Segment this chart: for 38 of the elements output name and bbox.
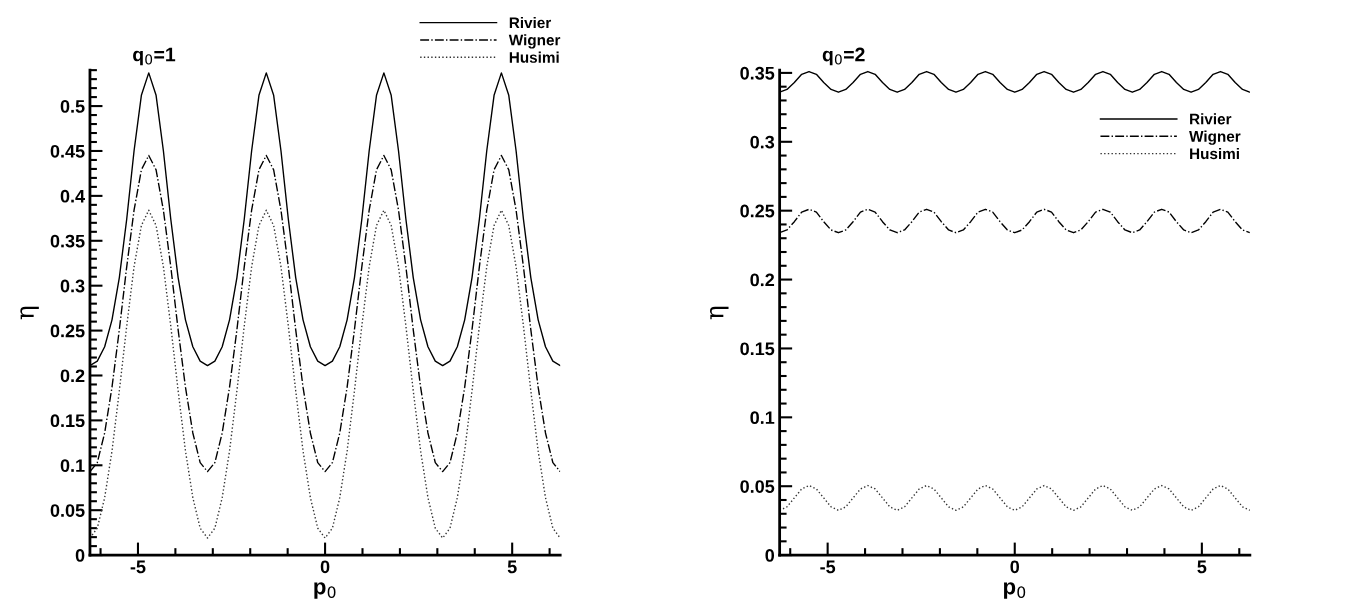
y-tick-label: 0.5 — [60, 100, 85, 113]
y-axis-title: η — [709, 306, 729, 320]
y-tick-label: 0.15 — [50, 414, 85, 428]
legend-label: Rivier — [1190, 113, 1232, 125]
x-tick-label: 0 — [320, 560, 330, 574]
y-tick-label: 0.05 — [740, 480, 775, 493]
x-axis-title: p$_{0}$ — [314, 582, 336, 599]
chart-title: q$_{0}$=2 — [822, 47, 865, 66]
y-tick-label: 0.3 — [60, 279, 85, 293]
legend-label: Husimi — [1190, 147, 1239, 160]
legend-label: Wigner — [508, 34, 561, 49]
y-tick-label: 0.3 — [750, 135, 775, 149]
y-tick-label: 0.25 — [740, 204, 775, 218]
chart-title: q$_{0}$=1 — [133, 47, 176, 66]
legend-label: Husimi — [509, 51, 559, 63]
y-tick-label: 0.25 — [50, 324, 85, 338]
y-tick-label: 0.2 — [750, 273, 775, 287]
y-tick-label: 0.4 — [60, 189, 85, 203]
y-tick-label: 0 — [765, 549, 775, 562]
y-tick-label: 0.1 — [60, 459, 85, 473]
y-tick-label: 0.05 — [50, 504, 85, 517]
line-series — [89, 209, 561, 539]
x-tick-label: -5 — [130, 560, 146, 574]
y-tick-label: 0.2 — [60, 369, 85, 383]
y-tick-label: 0.15 — [740, 342, 775, 356]
y-tick-label: 0.45 — [50, 144, 85, 158]
x-tick-label: 0 — [1010, 560, 1020, 574]
y-tick-label: 0.35 — [50, 234, 85, 248]
x-tick-label: 5 — [507, 560, 517, 574]
y-axis-title: η — [20, 306, 39, 320]
y-tick-label: 0.1 — [750, 411, 775, 425]
x-axis-title: p$_{0}$ — [1004, 582, 1026, 599]
legend-label: Wigner — [1189, 130, 1241, 145]
x-tick-label: -5 — [820, 560, 836, 574]
legend-label: Rivier — [509, 16, 552, 29]
y-tick-label: 0 — [75, 549, 85, 562]
y-tick-label: 0.35 — [740, 66, 775, 80]
x-tick-label: 5 — [1197, 560, 1207, 574]
